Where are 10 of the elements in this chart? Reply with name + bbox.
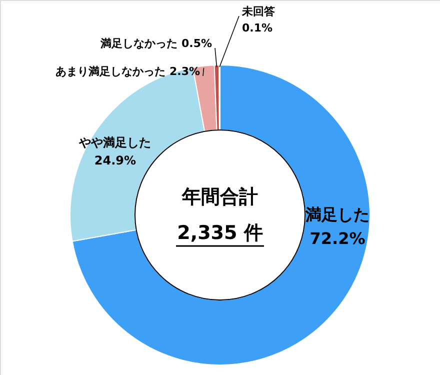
data-label: 24.9%	[94, 153, 136, 168]
slice-label: 満足した	[304, 205, 370, 224]
slice-label: あまり満足しなかった 2.3%	[56, 65, 200, 78]
data-label: 0.1%	[242, 22, 273, 34]
text: 2,335 件	[177, 222, 263, 244]
data-label: 72.2%	[310, 229, 366, 248]
text: 年間合計	[181, 186, 258, 208]
slice-label: 未回答	[241, 5, 276, 18]
slice-label: 満足しなかった 0.5%	[100, 37, 212, 50]
slice-label: やや満足した	[78, 135, 152, 150]
